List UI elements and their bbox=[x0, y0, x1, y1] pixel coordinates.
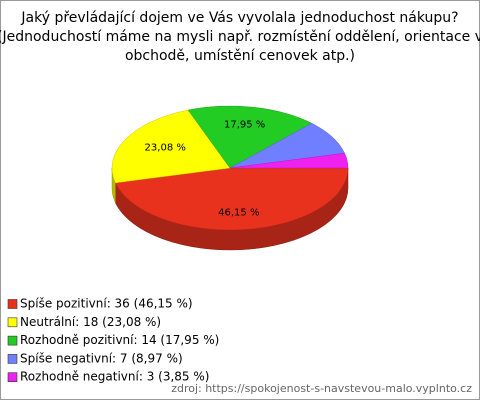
chart-title: (Jednoduchostí máme na mysli např. rozmí… bbox=[0, 29, 480, 45]
slice bbox=[187, 105, 313, 169]
source: zdroj: https://spokojenost-s-navstevou-m… bbox=[171, 382, 472, 395]
legend-label: Spíše pozitivní: 36 (46,15 %) bbox=[20, 297, 193, 311]
legend-label: Rozhodně negativní: 3 (3,85 %) bbox=[20, 370, 209, 384]
data-label: 46,15 % bbox=[218, 207, 259, 218]
slice bbox=[115, 167, 349, 231]
slice bbox=[229, 152, 349, 169]
data-label: 17,95 % bbox=[224, 119, 265, 130]
slice bbox=[111, 109, 231, 184]
legend-label: Rozhodně pozitivní: 14 (17,95 %) bbox=[20, 333, 219, 347]
chart-title: Jaký převládající dojem ve Vás vyvolala … bbox=[20, 10, 458, 26]
legend-swatch bbox=[7, 299, 18, 309]
legend-swatch bbox=[7, 335, 18, 346]
legend-swatch bbox=[7, 354, 18, 364]
legend-label: Neutrální: 18 (23,08 %) bbox=[20, 315, 161, 329]
data-label: 23,08 % bbox=[145, 142, 186, 153]
legend-swatch bbox=[7, 317, 18, 328]
chart-title: obchodě, umístění cenovek atp.) bbox=[125, 48, 355, 64]
legend-label: Spíše negativní: 7 (8,97 %) bbox=[20, 351, 183, 365]
legend-swatch bbox=[7, 372, 18, 383]
